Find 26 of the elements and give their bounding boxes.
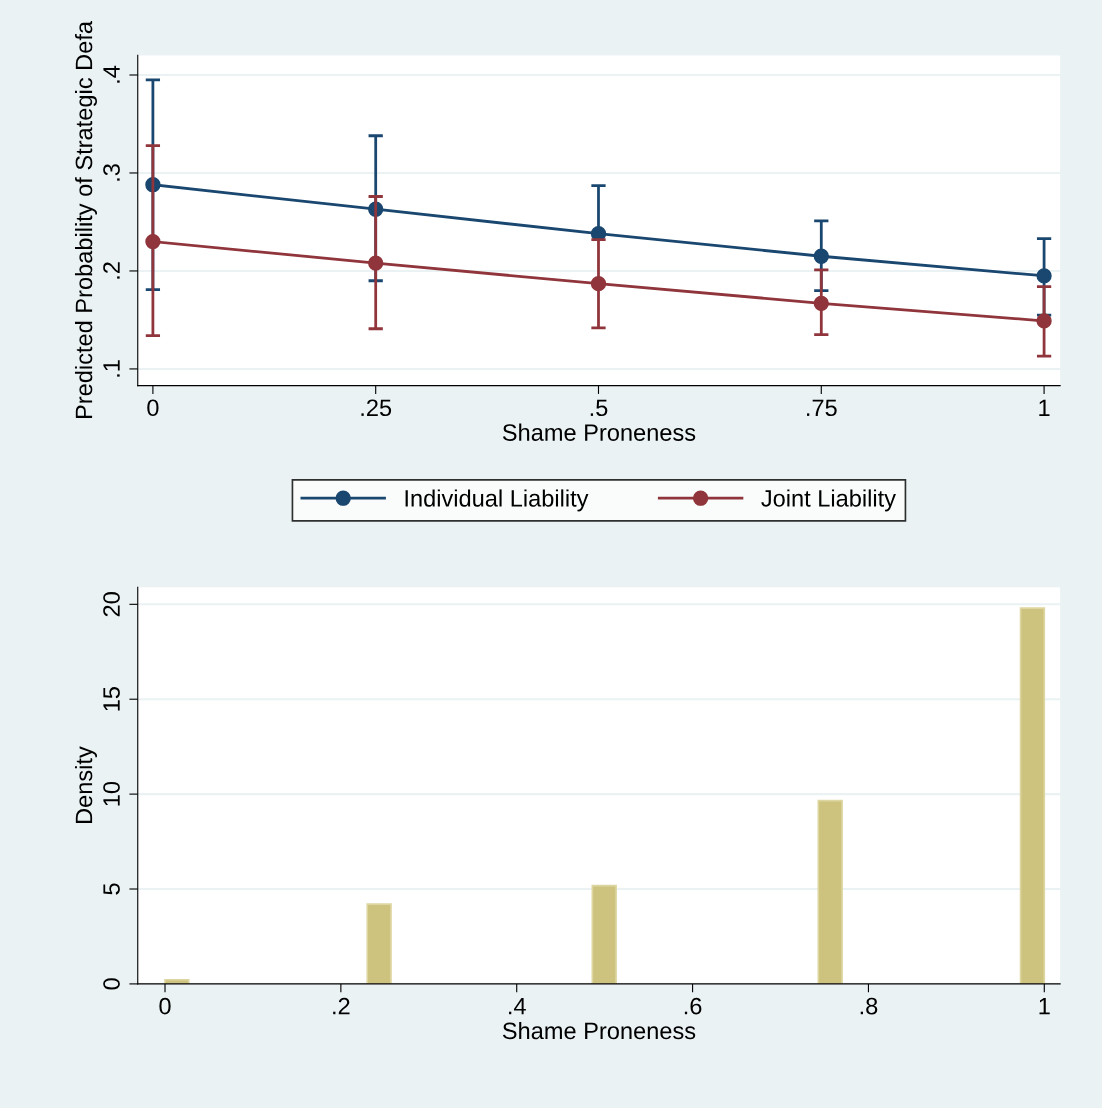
y-tick-label: .3 [103,164,120,181]
x-tick-label: 0 [147,399,159,417]
x-tick-label: .4 [509,997,526,1015]
x-axis-title: Shame Proneness [502,423,696,441]
x-tick-label: 1 [1039,399,1050,416]
y-axis-title: Density [74,746,97,823]
x-tick-label: 1 [1039,997,1050,1015]
y-tick-label: 5 [103,883,120,895]
y-tick-label: .4 [103,65,120,83]
y-tick-label: .2 [103,262,120,279]
x-tick-label: .6 [684,997,702,1015]
y-tick-label: 20 [103,592,120,617]
x-tick-label: .75 [807,399,837,417]
x-tick-label: .25 [361,399,392,417]
y-tick-label: .1 [103,360,120,377]
legend-label: Joint Liability [761,489,896,512]
legend-label: Individual Liability [405,489,589,512]
x-tick-label: 0 [159,997,171,1015]
y-tick-label: 0 [103,978,120,990]
y-tick-label: 10 [103,781,120,806]
y-tick-label: 15 [103,687,120,711]
x-tick-label: .2 [333,997,350,1015]
x-tick-label: .5 [590,399,608,417]
x-axis-title: Shame Proneness [502,1021,696,1040]
y-axis-title: Predicted Probability of Strategic Defa [74,21,97,419]
x-tick-label: .8 [860,997,878,1015]
